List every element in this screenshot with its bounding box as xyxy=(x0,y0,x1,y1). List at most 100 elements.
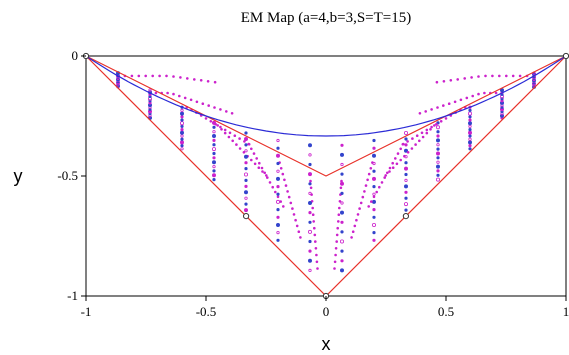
scatter-point xyxy=(212,125,216,129)
scatter-point xyxy=(212,143,216,147)
scatter-point xyxy=(367,172,371,176)
scatter-point xyxy=(268,181,272,184)
scatter-point xyxy=(371,153,376,158)
scatter-point xyxy=(333,267,336,270)
scatter-point xyxy=(403,202,408,207)
scatter-point xyxy=(266,176,269,179)
scatter-point xyxy=(307,258,312,263)
scatter-point xyxy=(361,195,365,199)
scatter-point xyxy=(206,80,210,83)
scatter-point xyxy=(372,146,376,150)
scatter-point xyxy=(498,74,501,78)
vertex-marker xyxy=(243,213,250,220)
scatter-point xyxy=(243,208,248,213)
scatter-point xyxy=(137,74,141,78)
scatter-point xyxy=(372,185,376,189)
boundary-line xyxy=(85,55,567,177)
scatter-point xyxy=(340,220,344,224)
scatter-point xyxy=(418,112,422,115)
scatter-point xyxy=(477,92,480,96)
scatter-point xyxy=(311,206,315,210)
scatter-point xyxy=(211,147,216,152)
scatter-point xyxy=(435,164,440,169)
scatter-point xyxy=(406,140,409,143)
scatter-point xyxy=(275,153,280,158)
scatter-point xyxy=(265,174,268,177)
scatter-point xyxy=(411,137,414,140)
scatter-point xyxy=(253,162,257,166)
scatter-point xyxy=(403,154,406,158)
scatter-point xyxy=(399,147,403,151)
scatter-point xyxy=(340,259,344,263)
scatter-point xyxy=(435,177,440,182)
scatter-point xyxy=(261,170,264,173)
scatter-point xyxy=(435,125,440,130)
scatter-point xyxy=(275,222,280,227)
scatter-point xyxy=(308,268,312,272)
scatter-point xyxy=(243,136,248,141)
scatter-point xyxy=(309,179,312,183)
scatter-point xyxy=(369,167,373,170)
scatter-point xyxy=(244,131,248,135)
scatter-point xyxy=(244,184,248,188)
scatter-point xyxy=(308,211,312,215)
scatter-point xyxy=(435,138,440,143)
scatter-point xyxy=(430,125,433,129)
scatter-point xyxy=(356,213,360,216)
scatter-point xyxy=(403,148,408,153)
scatter-point xyxy=(212,178,216,182)
scatter-point xyxy=(372,231,376,235)
scatter-point xyxy=(281,172,285,176)
scatter-point xyxy=(372,208,376,212)
scatter-point xyxy=(283,178,286,182)
scatter-point xyxy=(189,98,193,102)
scatter-point xyxy=(436,106,439,109)
scatter-point xyxy=(244,178,248,182)
scatter-point xyxy=(180,147,184,151)
scatter-point xyxy=(436,156,440,160)
y-tick-label: -1 xyxy=(67,288,78,303)
scatter-point xyxy=(371,199,376,204)
scatter-point xyxy=(386,171,389,175)
scatter-point xyxy=(311,213,315,216)
scatter-point xyxy=(199,79,203,82)
x-tick-label: -1 xyxy=(81,304,92,319)
scatter-point xyxy=(396,152,400,155)
scatter-point xyxy=(442,104,445,107)
scatter-point xyxy=(403,166,408,171)
scatter-point xyxy=(339,239,344,244)
x-tick-label: 0 xyxy=(323,304,330,319)
scatter-point xyxy=(436,173,440,177)
scatter-point xyxy=(216,124,219,127)
scatter-point xyxy=(275,176,280,181)
scatter-point xyxy=(430,108,433,111)
scatter-point xyxy=(183,96,187,100)
scatter-point xyxy=(276,146,280,150)
scatter-point xyxy=(172,75,175,78)
scatter-point xyxy=(340,230,344,234)
scatter-point xyxy=(337,220,340,223)
scatter-point xyxy=(468,134,472,138)
scatter-point xyxy=(223,128,227,132)
scatter-point xyxy=(467,121,472,126)
scatter-point xyxy=(211,120,216,125)
scatter-point xyxy=(340,143,344,147)
scatter-point xyxy=(391,166,395,169)
scatter-point xyxy=(403,130,408,135)
scatter-point xyxy=(463,77,467,80)
scatter-point xyxy=(335,240,339,243)
scatter-point xyxy=(279,167,283,170)
scatter-point xyxy=(307,143,312,148)
scatter-point xyxy=(367,205,371,208)
scatter-point xyxy=(172,92,175,96)
scatter-point xyxy=(179,121,184,126)
scatter-point xyxy=(207,104,210,107)
scatter-point xyxy=(308,249,312,253)
scatter-point xyxy=(230,112,234,115)
scatter-point xyxy=(308,182,312,186)
scatter-point xyxy=(435,122,438,126)
scatter-point xyxy=(275,199,280,204)
scatter-point xyxy=(165,74,168,78)
vertex-marker xyxy=(562,52,569,60)
